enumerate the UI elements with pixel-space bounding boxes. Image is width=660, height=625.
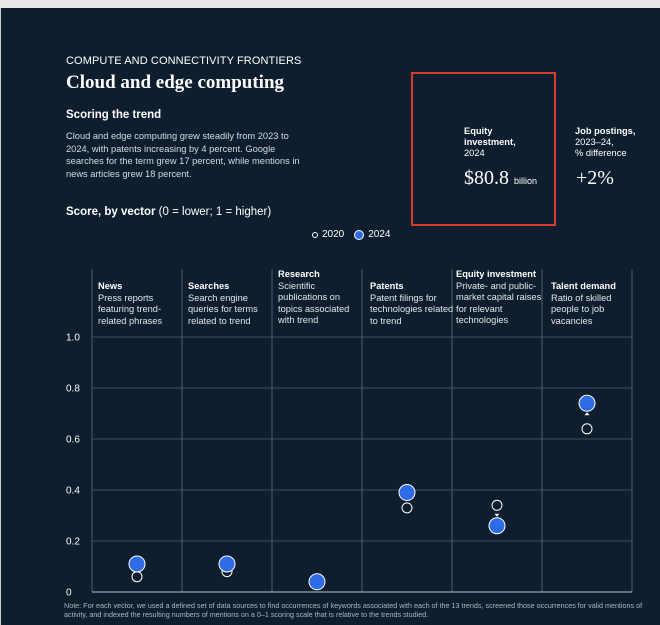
legend-label-2024: 2024 bbox=[368, 229, 391, 240]
category-name: News bbox=[98, 281, 123, 291]
equity-value: $80.8 billion bbox=[464, 167, 537, 190]
point-2020 bbox=[491, 499, 503, 511]
scoring-heading: Scoring the trend bbox=[66, 109, 162, 121]
legend-item-2020: 2020 bbox=[312, 229, 344, 240]
category-header-searches: Searches Search engine queries for terms… bbox=[188, 281, 276, 327]
category-header-patents: Patents Patent filings for technologies … bbox=[370, 281, 458, 327]
category-description: Search engine queries for terms related … bbox=[188, 292, 258, 326]
point-2024 bbox=[398, 484, 416, 502]
exhibit-panel bbox=[0, 8, 660, 625]
point-2020 bbox=[401, 502, 413, 514]
change-arrow bbox=[584, 412, 590, 416]
category-header-equity: Equity investment Private- and public-ma… bbox=[456, 269, 544, 327]
category-header-talent: Talent demand Ratio of skilled people to… bbox=[551, 281, 639, 327]
point-2024 bbox=[578, 394, 596, 412]
category-name: Searches bbox=[188, 281, 230, 291]
footnote: Note: For each vector, we used a defined… bbox=[64, 601, 643, 619]
category-header-research: Research Scientific publications on topi… bbox=[278, 269, 366, 327]
y-tick-label: 0.2 bbox=[66, 537, 80, 548]
score-title-bold: Score, by vector bbox=[66, 206, 156, 218]
point-2024 bbox=[488, 517, 506, 535]
change-arrow bbox=[494, 513, 500, 517]
y-tick-label: 0.8 bbox=[66, 384, 80, 395]
legend-filled-circle-icon bbox=[354, 229, 365, 240]
y-tick-label: 0 bbox=[66, 588, 72, 599]
score-title: Score, by vector (0 = lower; 1 = higher) bbox=[66, 206, 271, 218]
jobs-label-unit: % difference bbox=[575, 148, 627, 158]
score-title-scale: (0 = lower; 1 = higher) bbox=[155, 206, 272, 218]
category-description: Scientific publications on topics associ… bbox=[278, 280, 350, 326]
category-name: Equity investment bbox=[456, 269, 537, 279]
legend-label-2020: 2020 bbox=[322, 229, 345, 240]
category-name: Patents bbox=[370, 281, 404, 291]
point-2024 bbox=[308, 573, 326, 591]
category-name: Research bbox=[278, 269, 320, 279]
equity-highlight-box bbox=[411, 72, 556, 226]
jobs-label-title: Job postings, bbox=[575, 126, 636, 136]
category-description: Ratio of skilled people to job vacancies bbox=[551, 292, 612, 326]
category-description: Patent filings for technologies related … bbox=[370, 292, 454, 326]
kicker: COMPUTE AND CONNECTIVITY FRONTIERS bbox=[66, 55, 302, 67]
category-name: Talent demand bbox=[551, 281, 616, 291]
point-2020 bbox=[131, 571, 143, 583]
equity-label-year: 2024 bbox=[464, 148, 485, 158]
equity-amount: $80.8 bbox=[464, 167, 509, 189]
category-description: Private- and public-market capital raise… bbox=[456, 280, 542, 326]
jobs-label-period: 2023–24, bbox=[575, 137, 614, 147]
category-description: Press reports featuring trend-related ph… bbox=[98, 292, 163, 326]
chart-legend: 2020 2024 bbox=[312, 229, 391, 240]
legend-item-2024: 2024 bbox=[354, 229, 391, 240]
page-title: Cloud and edge computing bbox=[66, 72, 285, 93]
equity-label: Equity investment, 2024 bbox=[464, 126, 544, 159]
equity-label-title: Equity investment, bbox=[464, 126, 516, 147]
jobs-value: +2% bbox=[576, 167, 614, 189]
legend-open-circle-icon bbox=[312, 231, 318, 238]
equity-unit: billion bbox=[514, 176, 538, 186]
y-tick-label: 0.4 bbox=[66, 486, 80, 497]
point-2024 bbox=[128, 555, 146, 573]
scoring-summary: Cloud and edge computing grew steadily f… bbox=[66, 131, 300, 179]
category-header-news: News Press reports featuring trend-relat… bbox=[98, 281, 186, 327]
jobs-label: Job postings, 2023–24, % difference bbox=[575, 126, 655, 159]
point-2024 bbox=[218, 555, 236, 573]
point-2020 bbox=[581, 423, 593, 435]
y-tick-label: 0.6 bbox=[66, 435, 80, 446]
y-tick-label: 1.0 bbox=[66, 333, 80, 344]
